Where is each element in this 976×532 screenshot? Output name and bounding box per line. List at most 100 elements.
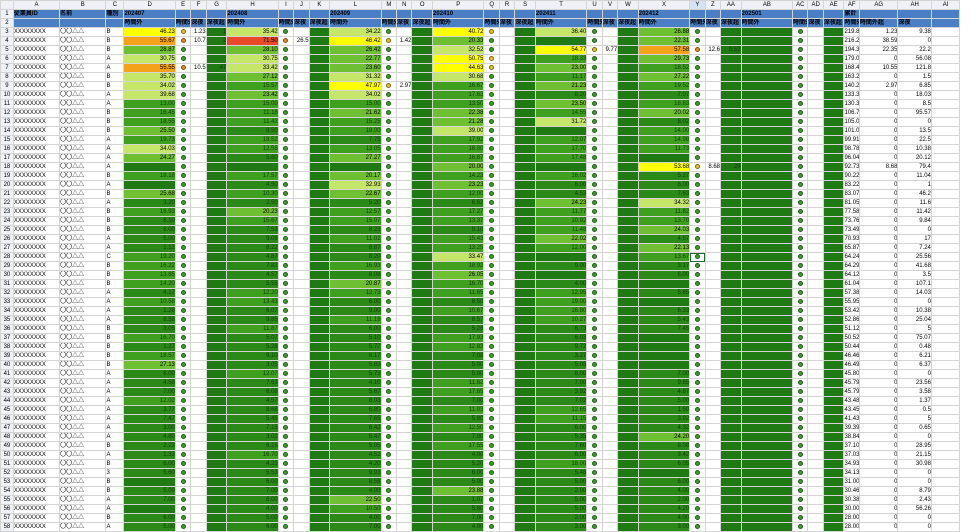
night-hours[interactable]: [822, 297, 845, 307]
overtime-excess[interactable]: [601, 297, 619, 307]
overtime-excess[interactable]: [190, 396, 207, 406]
table-row[interactable]: 42 XXXXXXXX 〇〇△△ A 4.58 7.63 4.10 11.62 7.00 9.85…: [0, 378, 976, 388]
overtime-icon-cell[interactable]: [792, 225, 809, 235]
overtime-hours[interactable]: [740, 288, 794, 298]
overtime-icon-cell[interactable]: [689, 306, 706, 316]
table-row[interactable]: 8 XXXXXXXX 〇〇△△ B 35.70 27.12 31.32 30.68 11.17 2…: [0, 72, 976, 82]
employee-id[interactable]: XXXXXXXX: [12, 288, 61, 298]
total-night[interactable]: 5: [897, 324, 932, 334]
employee-name[interactable]: 〇〇△△: [59, 423, 107, 433]
overtime-excess[interactable]: [601, 27, 619, 37]
overtime-icon-cell[interactable]: [483, 495, 500, 505]
overtime-icon-cell[interactable]: [277, 243, 295, 253]
employee-type[interactable]: A: [105, 135, 125, 145]
table-row[interactable]: 21 XXXXXXXX 〇〇△△ B 25.68 10.30 22.67 12.00 4.53 7…: [0, 189, 976, 199]
total-overtime-excess[interactable]: 0: [858, 297, 899, 307]
overtime-hours[interactable]: 71.50: [226, 36, 279, 46]
employee-id[interactable]: XXXXXXXX: [12, 459, 61, 469]
night-hours[interactable]: [720, 126, 742, 136]
overtime-hours[interactable]: 6.07: [226, 306, 279, 316]
night-hours[interactable]: [720, 441, 742, 451]
overtime-excess[interactable]: [807, 414, 824, 424]
overtime-icon-cell[interactable]: [483, 117, 500, 127]
overtime-excess[interactable]: [704, 423, 722, 433]
overtime-excess[interactable]: [293, 405, 310, 415]
night-hours[interactable]: [514, 171, 536, 181]
overtime-excess[interactable]: [396, 477, 413, 487]
overtime-icon-cell[interactable]: [277, 450, 295, 460]
header-blank[interactable]: [308, 9, 331, 19]
overtime-icon-cell[interactable]: [380, 198, 398, 208]
cell[interactable]: [930, 261, 961, 271]
overtime-icon-cell[interactable]: [586, 468, 603, 478]
overtime-icon-cell[interactable]: [586, 459, 603, 469]
night-hours[interactable]: [720, 342, 742, 352]
overtime-excess[interactable]: [396, 243, 413, 253]
employee-name[interactable]: 〇〇△△: [59, 54, 107, 64]
employee-name[interactable]: 〇〇△△: [59, 270, 107, 280]
overtime-icon-cell[interactable]: [792, 387, 809, 397]
cell[interactable]: [930, 171, 961, 181]
overtime-excess[interactable]: [704, 234, 722, 244]
overtime-icon-cell[interactable]: [792, 405, 809, 415]
overtime-hours[interactable]: 3.92: [534, 387, 588, 397]
overtime-hours[interactable]: 33.47: [432, 252, 485, 262]
overtime-hours[interactable]: 9.08: [226, 234, 279, 244]
overtime-icon-cell[interactable]: [277, 189, 295, 199]
overtime-hours[interactable]: 9.85: [226, 315, 279, 325]
overtime-icon-cell[interactable]: [174, 423, 192, 433]
overtime-excess[interactable]: [190, 81, 207, 91]
night-hours[interactable]: [514, 243, 536, 253]
overtime-hours[interactable]: 30.75: [226, 54, 279, 64]
overtime-icon-cell[interactable]: [483, 324, 500, 334]
table-row[interactable]: 19 XXXXXXXX 〇〇△△ B 18.18 17.57 20.17 14.23 16.02…: [0, 171, 976, 181]
employee-name[interactable]: 〇〇△△: [59, 315, 107, 325]
cell[interactable]: [930, 207, 961, 217]
table-row[interactable]: 33 XXXXXXXX 〇〇△△ A 10.58 13.43 6.00 8.50 19.00 55…: [0, 297, 976, 307]
overtime-icon-cell[interactable]: [380, 306, 398, 316]
overtime-icon-cell[interactable]: [380, 81, 398, 91]
overtime-hours[interactable]: 18.92: [432, 261, 485, 271]
overtime-hours[interactable]: 3.17: [637, 261, 691, 271]
overtime-icon-cell[interactable]: [483, 63, 500, 73]
employee-type[interactable]: A: [105, 495, 125, 505]
night-hours[interactable]: [822, 126, 845, 136]
cell[interactable]: [930, 513, 961, 523]
overtime-hours[interactable]: 19.73: [123, 135, 176, 145]
night-hours[interactable]: [617, 144, 639, 154]
overtime-excess[interactable]: [704, 333, 722, 343]
active-cell[interactable]: [689, 252, 706, 262]
overtime-icon-cell[interactable]: [689, 432, 706, 442]
employee-type[interactable]: A: [105, 432, 125, 442]
overtime-excess[interactable]: [190, 450, 207, 460]
overtime-icon-cell[interactable]: [792, 468, 809, 478]
night-hours[interactable]: [411, 396, 434, 406]
overtime-hours[interactable]: 6.08: [226, 387, 279, 397]
night-hours[interactable]: [822, 279, 845, 289]
overtime-excess[interactable]: [498, 72, 516, 82]
overtime-hours[interactable]: 12.65: [534, 405, 588, 415]
header-blank[interactable]: [59, 18, 107, 28]
header-night[interactable]: 深夜: [807, 18, 824, 28]
overtime-icon-cell[interactable]: [586, 423, 603, 433]
overtime-icon-cell[interactable]: [174, 45, 192, 55]
total-overtime[interactable]: 81.05: [843, 198, 860, 208]
night-hours[interactable]: [308, 207, 331, 217]
overtime-icon-cell[interactable]: [483, 207, 500, 217]
overtime-icon-cell[interactable]: [586, 360, 603, 370]
overtime-excess[interactable]: [190, 72, 207, 82]
overtime-icon-cell[interactable]: [483, 252, 500, 262]
overtime-icon-cell[interactable]: [380, 153, 398, 163]
column-header-ad[interactable]: AD: [807, 0, 824, 10]
night-hours[interactable]: [411, 414, 434, 424]
overtime-hours[interactable]: 39.68: [123, 90, 176, 100]
night-hours[interactable]: [514, 144, 536, 154]
night-hours[interactable]: [205, 90, 228, 100]
night-hours[interactable]: [205, 288, 228, 298]
night-hours[interactable]: 9.52: [720, 45, 742, 55]
overtime-icon-cell[interactable]: [483, 450, 500, 460]
employee-name[interactable]: 〇〇△△: [59, 333, 107, 343]
overtime-excess[interactable]: [190, 261, 207, 271]
overtime-hours[interactable]: [740, 414, 794, 424]
overtime-icon-cell[interactable]: [483, 108, 500, 118]
